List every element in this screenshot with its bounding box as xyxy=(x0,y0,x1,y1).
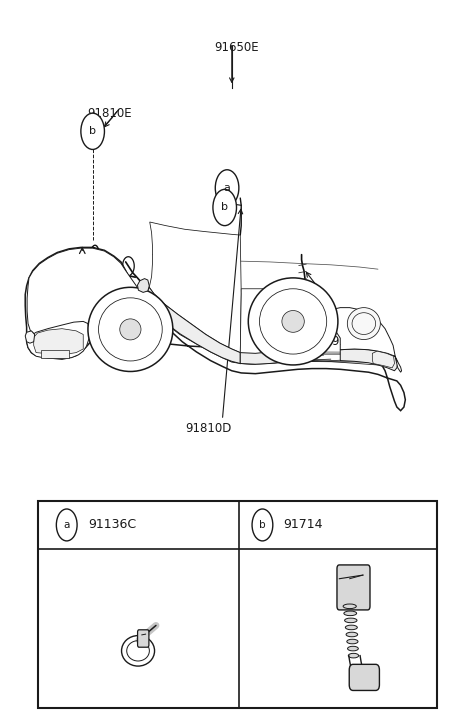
Text: 91810D: 91810D xyxy=(185,422,231,435)
Polygon shape xyxy=(100,316,161,344)
Polygon shape xyxy=(146,222,241,353)
FancyBboxPatch shape xyxy=(337,565,370,610)
Text: b: b xyxy=(221,203,228,212)
Polygon shape xyxy=(25,247,405,411)
FancyBboxPatch shape xyxy=(138,630,149,647)
Ellipse shape xyxy=(346,632,358,637)
Ellipse shape xyxy=(120,319,141,340)
Text: H: H xyxy=(55,336,61,342)
Ellipse shape xyxy=(345,625,357,630)
Circle shape xyxy=(252,509,273,541)
Ellipse shape xyxy=(344,611,357,616)
Polygon shape xyxy=(340,349,398,371)
Polygon shape xyxy=(27,248,146,337)
Text: 91650E: 91650E xyxy=(214,41,259,55)
Text: b: b xyxy=(89,126,96,136)
Ellipse shape xyxy=(343,604,356,608)
Ellipse shape xyxy=(282,310,304,332)
Polygon shape xyxy=(34,329,83,355)
Text: 91714: 91714 xyxy=(284,518,323,531)
Polygon shape xyxy=(146,287,240,364)
Polygon shape xyxy=(25,331,35,343)
Polygon shape xyxy=(331,308,402,372)
Polygon shape xyxy=(372,351,394,368)
Ellipse shape xyxy=(88,287,173,371)
Text: 91650D: 91650D xyxy=(331,335,377,348)
Text: b: b xyxy=(259,520,266,530)
FancyBboxPatch shape xyxy=(349,664,379,691)
Text: a: a xyxy=(63,520,70,530)
Circle shape xyxy=(215,170,239,206)
Ellipse shape xyxy=(347,639,358,644)
Ellipse shape xyxy=(348,654,359,658)
Polygon shape xyxy=(240,289,298,364)
Polygon shape xyxy=(240,350,297,364)
Ellipse shape xyxy=(348,646,359,651)
Circle shape xyxy=(56,509,77,541)
Text: 91136C: 91136C xyxy=(88,518,136,531)
Polygon shape xyxy=(146,298,255,364)
Text: 91810E: 91810E xyxy=(87,107,131,120)
Polygon shape xyxy=(26,321,89,358)
Ellipse shape xyxy=(248,278,338,365)
Ellipse shape xyxy=(345,618,357,622)
Polygon shape xyxy=(255,305,322,340)
Bar xyxy=(38,502,437,708)
Circle shape xyxy=(213,189,236,225)
Ellipse shape xyxy=(347,308,380,340)
Text: a: a xyxy=(224,183,230,193)
Circle shape xyxy=(81,113,105,150)
Bar xyxy=(41,350,69,358)
Polygon shape xyxy=(138,278,149,292)
